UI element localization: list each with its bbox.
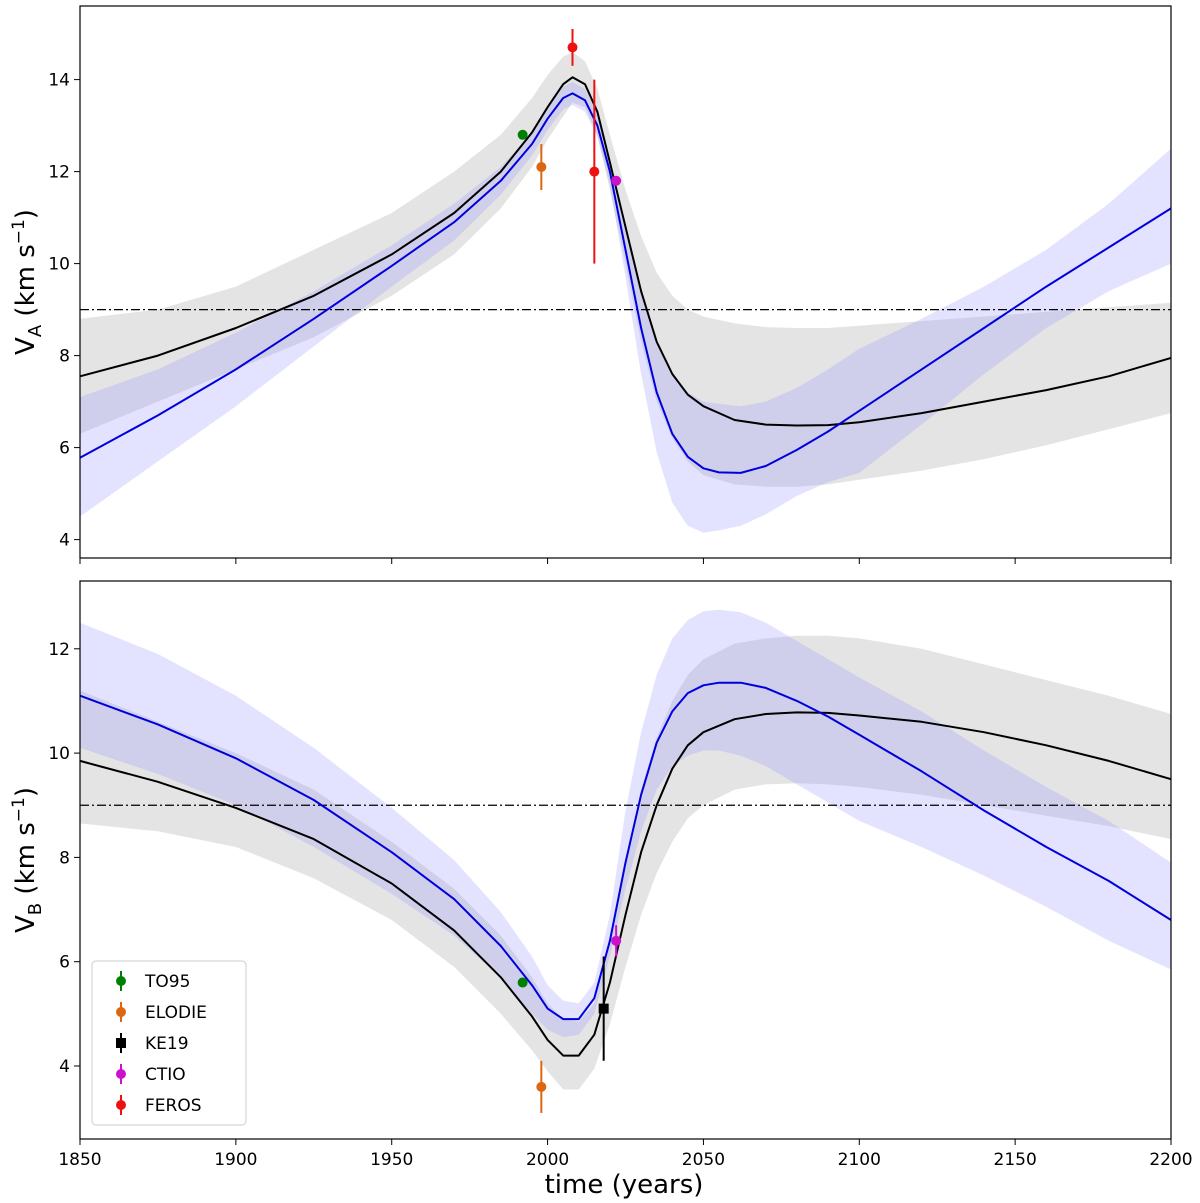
y-tick-label: 6 xyxy=(59,439,70,459)
model-blue-band xyxy=(80,609,1171,1038)
legend-item-ke19: KE19 xyxy=(116,1033,189,1054)
axes-frame xyxy=(79,5,1172,559)
y-tick-label: 8 xyxy=(59,848,70,868)
legend-label: TO95 xyxy=(144,972,190,992)
data-point-ke19 xyxy=(598,956,609,1061)
marker-circle xyxy=(536,1081,547,1092)
model-black-band xyxy=(80,52,1171,487)
legend-item-ctio: CTIO xyxy=(116,1064,186,1085)
y-tick-label: 12 xyxy=(48,163,70,183)
model-blue-line xyxy=(79,681,1172,1021)
legend-label: KE19 xyxy=(145,1034,189,1054)
data-point-ctio xyxy=(611,925,622,957)
data-point-elodie xyxy=(536,144,547,190)
axes-frame xyxy=(79,580,1172,1140)
x-axis-label: time (years) xyxy=(545,1170,704,1200)
top-panel-va: 4 6 8 10 12 14 VA (km s−1) xyxy=(9,5,1172,564)
y-tick-label: 4 xyxy=(59,1057,70,1077)
legend-label: CTIO xyxy=(145,1065,186,1085)
x-tick-label: 2150 xyxy=(994,1150,1037,1170)
legend-marker-circle xyxy=(116,976,126,986)
marker-circle xyxy=(567,42,578,53)
y-axis-label: VA (km s−1) xyxy=(9,209,46,355)
legend-item-to95: TO95 xyxy=(116,971,190,992)
marker-circle xyxy=(611,175,622,186)
legend-marker-circle xyxy=(116,1007,126,1017)
legend: TO95 ELODIE KE19 CTIO FEROS xyxy=(91,960,247,1126)
model-blue-line xyxy=(79,92,1172,474)
legend-label: FEROS xyxy=(145,1096,202,1116)
y-tick-label: 14 xyxy=(48,71,70,91)
x-tick-label: 2000 xyxy=(526,1150,569,1170)
model-blue-band xyxy=(80,81,1171,533)
legend-marker-circle xyxy=(116,1100,126,1110)
marker-square xyxy=(598,1003,609,1014)
y-tick-label: 6 xyxy=(59,953,70,973)
legend-item-elodie: ELODIE xyxy=(116,1002,207,1023)
marker-circle xyxy=(589,166,600,177)
data-point-elodie xyxy=(536,1060,547,1113)
legend-box xyxy=(91,960,247,1126)
x-tick-label: 1900 xyxy=(214,1150,257,1170)
legend-marker-circle xyxy=(116,1069,126,1079)
marker-circle xyxy=(517,129,528,140)
marker-circle xyxy=(536,162,547,172)
y-tick-label: 12 xyxy=(48,640,70,660)
data-point-feros xyxy=(589,79,600,264)
bottom-panel-vb: 4 6 8 10 12 1850 1900 1950 2000 2050 2100 2150 2200 V… xyxy=(9,580,1193,1170)
x-tick-label: 1950 xyxy=(370,1150,413,1170)
legend-item-feros: FEROS xyxy=(116,1095,202,1116)
y-tick-label: 4 xyxy=(59,531,70,551)
x-tick-label: 2100 xyxy=(838,1150,881,1170)
data-point-to95 xyxy=(517,129,528,140)
legend-marker-square xyxy=(116,1038,126,1048)
y-axis-label: VB (km s−1) xyxy=(9,787,46,933)
model-black-line xyxy=(79,711,1172,1057)
x-tick-label: 2050 xyxy=(682,1150,725,1170)
data-point-feros xyxy=(567,29,578,66)
x-tick-label: 1850 xyxy=(58,1150,101,1170)
y-tick-label: 8 xyxy=(59,347,70,367)
data-point-ctio xyxy=(611,175,622,186)
marker-circle xyxy=(611,935,622,946)
marker-circle xyxy=(517,977,528,988)
data-point-to95 xyxy=(517,977,528,988)
y-tick-label: 10 xyxy=(48,744,70,764)
y-tick-label: 10 xyxy=(48,255,70,275)
x-tick-label: 2200 xyxy=(1149,1150,1192,1170)
model-black-line xyxy=(79,76,1172,427)
legend-label: ELODIE xyxy=(145,1003,207,1023)
